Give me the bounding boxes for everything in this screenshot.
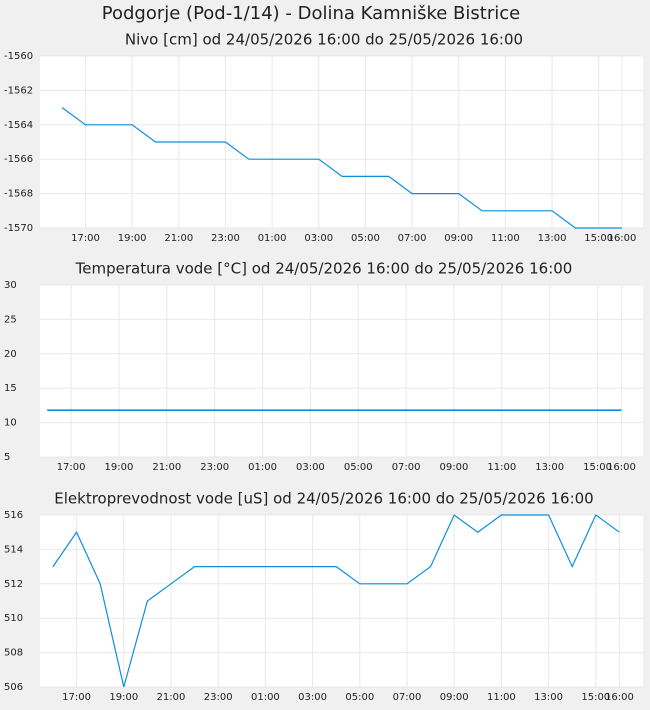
x-tick-label: 21:00 <box>157 692 186 703</box>
x-tick-label: 07:00 <box>398 233 427 244</box>
x-tick-label: 09:00 <box>444 233 473 244</box>
data-line <box>52 514 620 688</box>
y-tick-label: -1562 <box>4 85 33 96</box>
x-tick-label: 17:00 <box>71 233 100 244</box>
y-tick-label: 5 <box>4 452 10 463</box>
x-tick-label: 15:00 <box>584 233 613 244</box>
data-line <box>61 107 623 229</box>
y-tick-label: -1566 <box>4 154 33 165</box>
chart-title: Temperatura vode [°C] od 24/05/2026 16:0… <box>75 260 573 278</box>
x-tick-label: 23:00 <box>204 692 233 703</box>
y-tick-label: -1560 <box>4 51 33 62</box>
x-tick-label: 23:00 <box>211 233 240 244</box>
x-tick-label: 16:00 <box>608 233 637 244</box>
y-tick-label: 508 <box>4 648 23 659</box>
plot-area <box>40 56 643 228</box>
page-title: Podgorje (Pod-1/14) - Dolina Kamniške Bi… <box>102 3 520 24</box>
x-tick-label: 05:00 <box>345 692 374 703</box>
x-tick-label: 15:00 <box>581 692 610 703</box>
x-tick-label: 07:00 <box>392 462 421 473</box>
y-tick-label: 15 <box>4 383 17 394</box>
x-tick-label: 21:00 <box>164 233 193 244</box>
x-tick-label: 01:00 <box>251 692 280 703</box>
chart-title: Nivo [cm] od 24/05/2026 16:00 do 25/05/2… <box>125 31 523 49</box>
y-tick-label: 514 <box>4 544 23 555</box>
x-tick-label: 11:00 <box>491 233 520 244</box>
x-tick-label: 21:00 <box>152 462 181 473</box>
x-tick-label: 07:00 <box>393 692 422 703</box>
x-tick-label: 19:00 <box>105 462 134 473</box>
x-tick-label: 09:00 <box>440 462 469 473</box>
x-tick-label: 05:00 <box>344 462 373 473</box>
x-tick-label: 01:00 <box>248 462 277 473</box>
y-tick-label: 10 <box>4 418 17 429</box>
x-tick-label: 13:00 <box>535 462 564 473</box>
x-tick-label: 13:00 <box>534 692 563 703</box>
y-tick-label: 20 <box>4 349 17 360</box>
x-tick-label: 09:00 <box>440 692 469 703</box>
x-tick-label: 13:00 <box>538 233 567 244</box>
y-tick-label: -1568 <box>4 189 33 200</box>
x-tick-label: 05:00 <box>351 233 380 244</box>
y-tick-label: 516 <box>4 510 23 521</box>
x-tick-label: 23:00 <box>200 462 229 473</box>
x-tick-label: 03:00 <box>304 233 333 244</box>
x-tick-label: 19:00 <box>118 233 147 244</box>
plot-area <box>40 285 643 457</box>
x-tick-label: 17:00 <box>57 462 86 473</box>
x-tick-label: 11:00 <box>487 692 516 703</box>
x-tick-label: 16:00 <box>605 692 634 703</box>
x-tick-label: 03:00 <box>296 462 325 473</box>
y-tick-label: 512 <box>4 579 23 590</box>
x-tick-label: 01:00 <box>258 233 287 244</box>
plot-area <box>40 515 643 687</box>
x-tick-label: 19:00 <box>109 692 138 703</box>
y-tick-label: 30 <box>4 280 17 291</box>
chart-title: Elektroprevodnost vode [uS] od 24/05/202… <box>54 490 593 508</box>
y-tick-label: 506 <box>4 682 23 693</box>
x-tick-label: 15:00 <box>583 462 612 473</box>
x-tick-label: 16:00 <box>607 462 636 473</box>
y-tick-label: -1570 <box>4 223 33 234</box>
y-tick-label: 25 <box>4 314 17 325</box>
y-tick-label: -1564 <box>4 120 33 131</box>
x-tick-label: 03:00 <box>298 692 327 703</box>
y-tick-label: 510 <box>4 613 23 624</box>
x-tick-label: 11:00 <box>487 462 516 473</box>
x-tick-label: 17:00 <box>62 692 91 703</box>
